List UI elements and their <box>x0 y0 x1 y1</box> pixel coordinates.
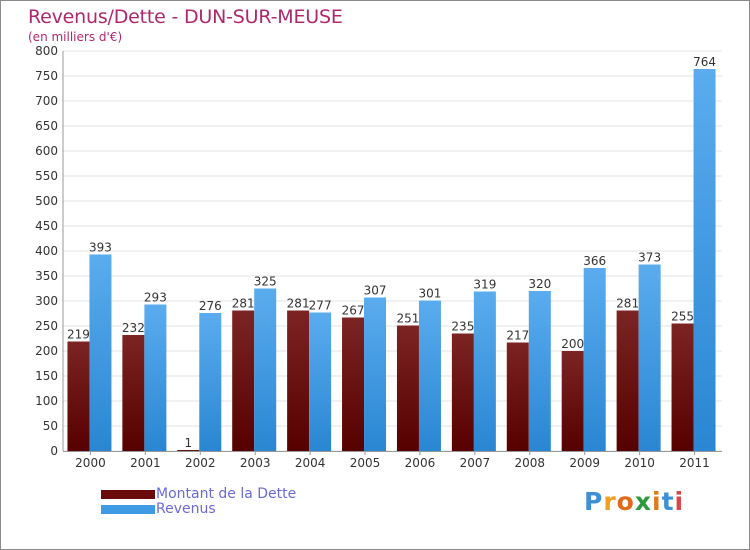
bar-dette <box>506 342 529 451</box>
legend-label-dette: Montant de la Dette <box>156 486 297 502</box>
x-tick-label: 2006 <box>405 456 436 470</box>
data-label: 764 <box>693 55 716 69</box>
data-label: 200 <box>561 337 584 351</box>
y-tick-label: 600 <box>35 144 58 158</box>
y-tick-label: 750 <box>35 69 58 83</box>
y-tick-label: 400 <box>35 244 58 258</box>
bar-dette <box>671 323 694 451</box>
data-label: 366 <box>583 254 606 268</box>
chart-title: Revenus/Dette - DUN-SUR-MEUSE <box>28 6 343 28</box>
data-label: 301 <box>419 287 442 301</box>
x-tick-label: 2005 <box>350 456 381 470</box>
chart-subtitle: (en milliers d'€) <box>28 30 123 44</box>
data-label: 235 <box>451 320 474 334</box>
x-tick-label: 2000 <box>75 456 106 470</box>
bar-revenus <box>693 69 716 451</box>
x-tick-label: 2009 <box>569 456 600 470</box>
data-label: 255 <box>671 310 694 324</box>
bar-revenus <box>364 297 387 451</box>
bar-revenus <box>473 291 496 451</box>
data-label: 319 <box>473 278 496 292</box>
y-tick-label: 550 <box>35 169 58 183</box>
proxiti-logo: Proxiti <box>584 487 685 516</box>
bar-dette <box>342 317 365 451</box>
y-tick-label: 500 <box>35 194 58 208</box>
data-label: 281 <box>287 297 310 311</box>
y-tick-label: 650 <box>35 119 58 133</box>
y-tick-label: 0 <box>50 444 58 458</box>
bar-dette <box>396 325 419 451</box>
y-tick-label: 50 <box>43 419 58 433</box>
bar-revenus <box>199 313 222 451</box>
data-label: 373 <box>638 251 661 265</box>
data-label: 219 <box>67 328 90 342</box>
x-tick-label: 2010 <box>624 456 655 470</box>
x-tick-label: 2008 <box>515 456 546 470</box>
x-axis: 2000 2001 2002 2003 2004 2005 2006 2007 2008 2009… <box>63 451 722 470</box>
y-tick-label: 300 <box>35 294 58 308</box>
x-tick-label: 2004 <box>295 456 326 470</box>
bar-revenus <box>638 264 661 451</box>
x-tick-label: 2007 <box>460 456 491 470</box>
data-label: 325 <box>254 275 277 289</box>
bar-revenus <box>254 288 277 451</box>
bar-dette <box>177 450 200 451</box>
data-label: 393 <box>89 241 112 255</box>
legend-swatch-dette <box>101 490 155 499</box>
y-tick-label: 100 <box>35 394 58 408</box>
data-label: 281 <box>616 297 639 311</box>
data-label: 293 <box>144 291 167 305</box>
data-label: 1 <box>184 436 192 450</box>
grid-lines <box>63 50 722 452</box>
y-tick-label: 450 <box>35 219 58 233</box>
x-tick-label: 2011 <box>679 456 710 470</box>
y-tick-label: 800 <box>35 44 58 58</box>
bar-revenus <box>89 254 112 451</box>
bar-dette <box>232 310 255 451</box>
y-tick-label: 250 <box>35 319 58 333</box>
y-axis: 0 50 100 150 200 250 300 350 400 450 500 550 600 650 7… <box>35 44 64 458</box>
bar-dette <box>451 333 474 451</box>
x-tick-label: 2002 <box>185 456 216 470</box>
data-label: 277 <box>309 299 332 313</box>
bar-revenus <box>144 304 167 451</box>
x-tick-label: 2003 <box>240 456 271 470</box>
y-tick-label: 350 <box>35 269 58 283</box>
data-label: 251 <box>397 312 420 326</box>
y-tick-label: 200 <box>35 344 58 358</box>
bar-revenus <box>528 291 551 451</box>
bar-revenus <box>583 268 606 451</box>
bar-dette <box>561 351 584 451</box>
data-label: 307 <box>364 284 387 298</box>
y-tick-label: 700 <box>35 94 58 108</box>
legend-swatch-revenus <box>101 505 155 514</box>
bar-dette <box>287 310 310 451</box>
data-label: 281 <box>232 297 255 311</box>
bar-dette <box>122 335 145 451</box>
data-label: 267 <box>342 304 365 318</box>
data-label: 232 <box>122 321 145 335</box>
data-label: 217 <box>506 329 529 343</box>
bar-dette <box>67 341 90 451</box>
legend-label-revenus: Revenus <box>156 501 216 517</box>
x-tick-label: 2001 <box>130 456 161 470</box>
data-label: 320 <box>528 277 551 291</box>
data-label: 276 <box>199 299 222 313</box>
bar-revenus <box>309 312 332 451</box>
bar-revenus <box>418 300 441 451</box>
bar-dette <box>616 310 639 451</box>
y-tick-label: 150 <box>35 369 58 383</box>
